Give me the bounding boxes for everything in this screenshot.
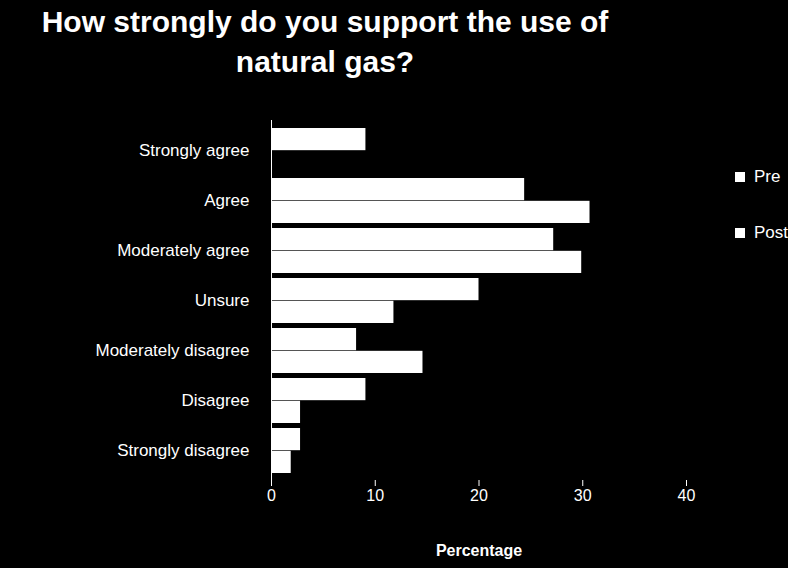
svg-text:10: 10 bbox=[366, 487, 384, 504]
html-text:Pre: Pre bbox=[754, 167, 781, 186]
svg-text:Unsure: Unsure bbox=[195, 291, 250, 310]
svg-text:Strongly disagree: Strongly disagree bbox=[117, 441, 249, 460]
svg-text:Moderately agree: Moderately agree bbox=[117, 241, 249, 260]
svg-text:Strongly agree: Strongly agree bbox=[139, 141, 250, 160]
svg-text:20: 20 bbox=[470, 487, 488, 504]
svg-text:Agree: Agree bbox=[204, 191, 249, 210]
svg-text:30: 30 bbox=[574, 487, 592, 504]
html-text:How strongly do you support th: How strongly do you support the use of n… bbox=[41, 5, 609, 78]
html-text:Post: Post bbox=[754, 223, 788, 242]
svg-text:0: 0 bbox=[267, 487, 276, 504]
svg-text:Percentage: Percentage bbox=[436, 542, 522, 559]
svg-text:Moderately disagree: Moderately disagree bbox=[95, 341, 249, 360]
svg-text:40: 40 bbox=[678, 487, 696, 504]
svg-text:Disagree: Disagree bbox=[181, 391, 249, 410]
